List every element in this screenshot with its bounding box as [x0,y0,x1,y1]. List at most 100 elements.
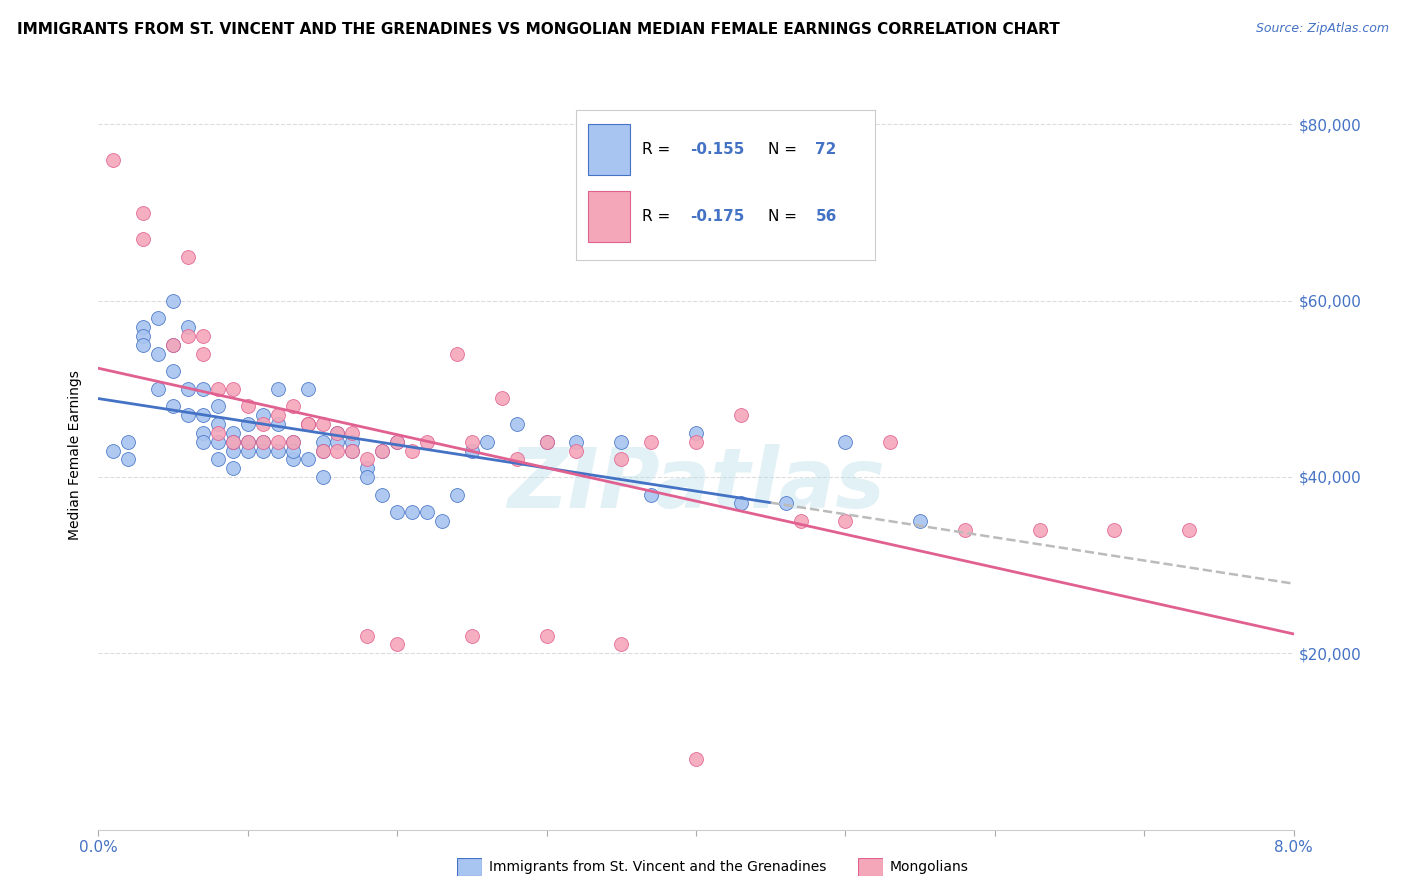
Point [311,443,333,458]
Point [371,443,394,458]
Point [834,514,856,528]
Text: Source: ZipAtlas.com: Source: ZipAtlas.com [1256,22,1389,36]
Point [908,514,931,528]
Point [775,496,797,510]
Point [148,346,170,360]
Point [177,382,200,396]
Point [191,425,214,440]
Point [311,443,333,458]
Point [356,461,378,475]
Point [132,337,155,351]
Point [789,514,811,528]
Point [191,346,214,360]
Point [342,434,364,449]
Point [297,417,319,431]
Point [730,496,752,510]
Point [640,487,662,501]
Point [177,409,200,423]
Point [132,205,155,219]
Point [311,434,333,449]
Point [297,417,319,431]
Point [117,452,139,467]
Point [461,434,484,449]
Point [236,417,259,431]
Point [191,382,214,396]
Point [252,409,274,423]
Point [730,409,752,423]
Point [207,400,229,414]
Point [491,391,513,405]
Point [207,425,229,440]
Point [342,443,364,458]
Point [297,452,319,467]
Point [385,637,409,651]
Point [326,425,349,440]
Text: ZIPatlas: ZIPatlas [508,444,884,525]
Point [191,434,214,449]
Point [401,443,423,458]
Point [461,629,484,643]
Point [162,364,184,378]
Point [148,311,170,326]
Point [117,434,139,449]
Point [207,382,229,396]
Point [222,434,245,449]
Point [162,337,184,351]
Point [222,443,245,458]
Point [356,629,378,643]
Point [371,487,394,501]
Point [222,382,245,396]
Point [177,329,200,343]
Point [416,434,439,449]
Point [236,443,259,458]
Point [685,425,707,440]
Point [191,329,214,343]
Point [475,434,498,449]
Point [506,452,529,467]
Point [342,443,364,458]
Point [326,434,349,449]
Point [879,434,901,449]
Point [536,434,558,449]
Point [565,434,588,449]
Point [311,470,333,484]
Point [177,250,200,264]
Point [281,400,304,414]
Point [132,320,155,334]
Point [536,434,558,449]
Point [834,434,856,449]
Point [236,400,259,414]
Point [610,452,633,467]
Point [267,434,290,449]
Point [326,425,349,440]
Point [640,434,662,449]
Point [281,434,304,449]
Point [446,487,468,501]
Point [103,153,125,167]
Point [103,443,125,458]
Point [162,293,184,308]
Point [1178,523,1201,537]
Point [953,523,976,537]
Point [177,320,200,334]
Point [610,637,633,651]
Point [401,505,423,519]
Point [132,232,155,246]
Point [252,443,274,458]
Point [685,752,707,766]
Point [252,417,274,431]
Point [297,382,319,396]
Point [565,443,588,458]
Point [506,417,529,431]
Point [356,452,378,467]
Point [311,417,333,431]
Point [430,514,453,528]
Point [385,505,409,519]
Point [207,434,229,449]
Point [356,470,378,484]
Point [252,434,274,449]
Point [416,505,439,519]
Point [297,417,319,431]
Point [371,443,394,458]
Point [342,425,364,440]
